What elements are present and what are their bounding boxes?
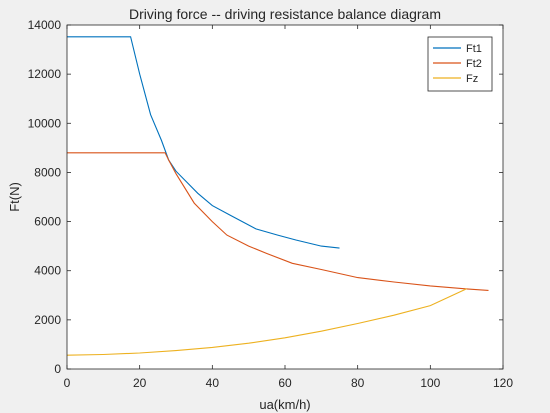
legend-box [427,36,493,92]
x-tick-label: 40 [206,376,220,390]
series-line-fz [66,288,467,356]
chart-title: Driving force -- driving resistance bala… [129,6,441,22]
x-tick-label: 60 [278,376,292,390]
series-layer [66,36,489,356]
y-tick-label: 2000 [34,313,61,327]
x-axis-label: ua(km/h) [259,397,310,412]
y-axis-label: Ft(N) [7,182,22,212]
y-tick-label: 10000 [28,116,62,130]
legend-label-fz: Fz [466,73,478,85]
y-tick-label: 0 [54,362,61,376]
series-line-ft2 [67,152,489,291]
x-tick-label: 20 [133,376,147,390]
x-tick-label: 80 [351,376,365,390]
y-tick-label: 14000 [28,18,62,32]
legend-label-ft1: Ft1 [466,43,482,55]
x-tick-label: 100 [420,376,440,390]
tick-layer: 0 20 40 60 80 100 120 0 2000 4000 6000 8000 10000 120… [28,18,514,390]
y-tick-label: 4000 [34,264,61,278]
y-tick-label: 6000 [34,215,61,229]
plot-frame [66,24,504,370]
legend: Ft1 Ft2 Fz [427,36,493,92]
x-tick-label: 0 [64,376,71,390]
legend-label-ft2: Ft2 [466,58,482,70]
series-line-ft1 [67,36,340,249]
y-tick-label: 12000 [28,67,62,81]
x-tick-label: 120 [493,376,513,390]
y-tick-label: 8000 [34,165,61,179]
